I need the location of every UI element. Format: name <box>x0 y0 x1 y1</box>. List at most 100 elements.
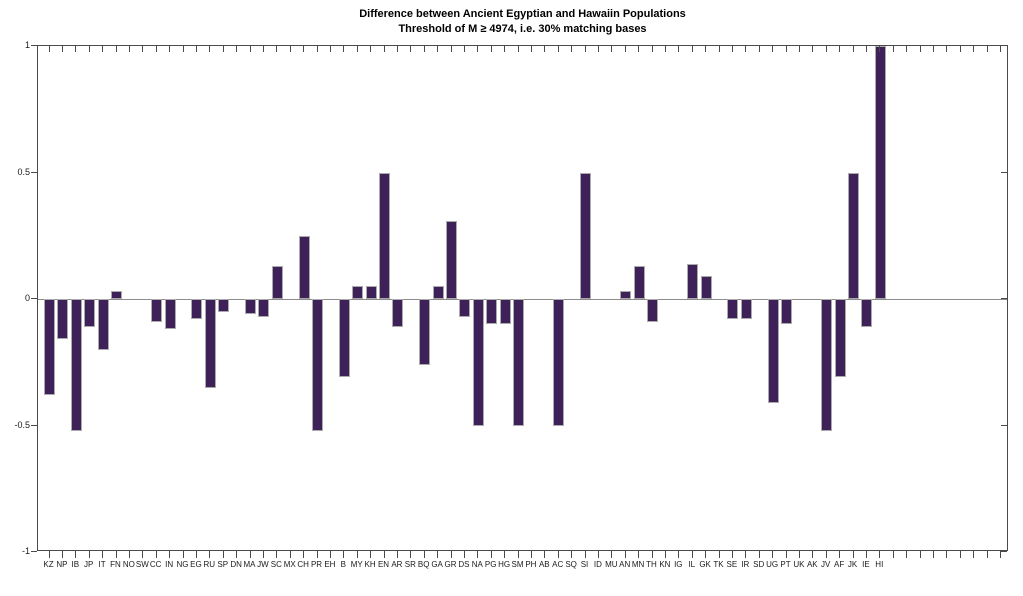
x-tick-top <box>142 46 144 52</box>
x-tick-top <box>879 46 881 52</box>
x-tick-bottom <box>316 551 318 558</box>
x-tick-bottom <box>102 551 104 558</box>
x-tick-bottom <box>557 551 559 558</box>
x-tick-bottom <box>222 551 224 558</box>
bar-JV <box>821 299 833 431</box>
y-tick <box>31 551 37 552</box>
x-tick-label-SI: SI <box>580 560 589 569</box>
x-tick-label-MN: MN <box>631 560 645 569</box>
x-tick-label-IG: IG <box>674 560 683 569</box>
x-tick-bottom <box>490 551 492 558</box>
x-tick-bottom <box>276 551 278 558</box>
x-tick-bottom <box>236 551 238 558</box>
x-tick-top <box>249 46 251 52</box>
chart-title: Difference between Ancient Egyptian and … <box>359 8 686 20</box>
y-tick <box>31 424 37 426</box>
x-tick-label-JW: JW <box>257 560 269 569</box>
x-tick-bottom <box>718 551 720 558</box>
bar-PT <box>781 299 792 325</box>
x-tick-bottom <box>571 551 573 558</box>
x-tick-top <box>852 46 854 52</box>
x-tick-top <box>504 46 506 52</box>
bar-JW <box>258 299 270 317</box>
bar-IN <box>164 299 176 330</box>
bar-SP <box>218 299 230 312</box>
x-tick-bottom <box>48 551 50 558</box>
x-tick-top <box>477 46 479 52</box>
x-tick-bottom <box>343 551 345 558</box>
x-tick-label-KZ: KZ <box>43 560 54 569</box>
x-tick-label-KN: KN <box>659 560 671 569</box>
x-tick-top <box>932 46 934 52</box>
x-tick-top <box>276 46 278 52</box>
bar-RU <box>204 299 216 388</box>
x-tick-top <box>102 46 104 52</box>
x-tick-label-TH: TH <box>646 560 657 569</box>
y-tick-right <box>1001 45 1007 46</box>
x-tick-label-FN: FN <box>110 560 121 569</box>
x-tick-label-SR: SR <box>404 560 416 569</box>
y-tick-label--0.5: -0.5 <box>14 419 30 430</box>
x-tick-bottom <box>611 551 613 558</box>
bar-IE <box>861 299 873 327</box>
x-tick-bottom <box>450 551 452 558</box>
x-tick-top <box>530 46 532 52</box>
x-tick-bottom <box>664 551 666 558</box>
x-tick-label-JK: JK <box>847 560 858 569</box>
x-tick-top <box>128 46 130 52</box>
y-tick-right <box>1001 298 1007 299</box>
y-tick <box>31 45 37 46</box>
x-tick-label-MU: MU <box>605 560 618 569</box>
bar-KH <box>365 286 377 299</box>
bar-MY <box>352 286 364 299</box>
x-tick-bottom <box>879 551 881 558</box>
x-tick-top <box>651 46 653 52</box>
bar-CH <box>298 235 310 299</box>
x-tick-bottom <box>624 551 626 558</box>
x-tick-label-SE: SE <box>726 560 738 569</box>
x-tick-top <box>892 46 894 52</box>
y-tick-right <box>1001 424 1007 426</box>
x-tick-top <box>383 46 385 52</box>
x-tick-bottom <box>892 551 894 558</box>
x-tick-top <box>370 46 372 52</box>
x-tick-bottom <box>772 551 774 558</box>
x-tick-bottom <box>410 551 412 558</box>
bar-MN <box>633 266 645 299</box>
x-tick-top <box>973 46 975 52</box>
x-tick-bottom <box>731 551 733 558</box>
x-tick-top <box>329 46 331 52</box>
x-tick-top <box>209 46 211 52</box>
x-tick-top <box>959 46 961 52</box>
x-tick-bottom <box>597 551 599 558</box>
x-tick-top <box>986 46 988 52</box>
x-tick-top <box>825 46 827 52</box>
x-tick-label-GA: GA <box>431 560 443 569</box>
y-tick-right <box>1001 551 1007 552</box>
x-tick-label-GR: GR <box>444 560 457 569</box>
x-tick-top <box>999 46 1001 52</box>
x-tick-bottom <box>865 551 867 558</box>
x-tick-label-NP: NP <box>56 560 68 569</box>
x-tick-top <box>772 46 774 52</box>
x-tick-bottom <box>584 551 586 558</box>
x-tick-top <box>517 46 519 52</box>
x-tick-bottom <box>517 551 519 558</box>
bar-PG <box>486 299 498 325</box>
x-tick-label-NG: NG <box>176 560 189 569</box>
x-tick-top <box>584 46 586 52</box>
x-tick-bottom <box>906 551 908 558</box>
x-tick-bottom <box>544 551 546 558</box>
x-tick-bottom <box>195 551 197 558</box>
bar-AF <box>834 299 846 378</box>
x-tick-label-HI: HI <box>875 560 884 569</box>
y-tick <box>31 171 37 173</box>
x-tick-bottom <box>705 551 707 558</box>
x-tick-bottom <box>812 551 814 558</box>
x-tick-bottom <box>785 551 787 558</box>
x-tick-label-NA: NA <box>471 560 483 569</box>
x-tick-label-PH: PH <box>525 560 537 569</box>
bar-NP <box>57 299 69 340</box>
x-tick-bottom <box>504 551 506 558</box>
